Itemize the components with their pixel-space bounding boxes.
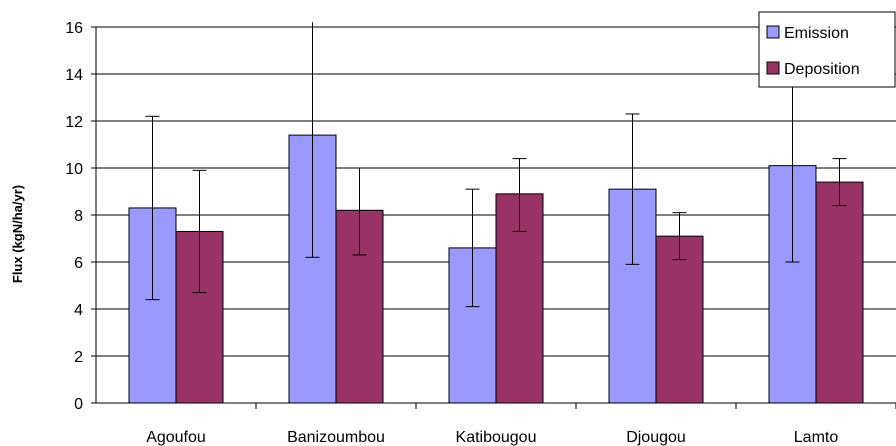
x-tick-label: Banizoumbou: [287, 429, 385, 446]
x-tick-label: Katibougou: [456, 429, 537, 446]
error-bars: [145, 22, 847, 308]
y-tick-label: 14: [65, 67, 83, 84]
y-tick-label: 0: [74, 396, 83, 413]
legend-box: [758, 11, 896, 88]
axes: 0 2 4 6 8 10 12 14 16 Agoufou Banizoumbou Katibougo…: [65, 20, 896, 446]
y-tick-label: 8: [74, 208, 83, 225]
legend: Emission Deposition: [758, 11, 896, 88]
x-tick-label: Agoufou: [146, 429, 206, 446]
y-tick-label: 10: [65, 161, 83, 178]
bar-deposition-djougou: [655, 235, 704, 404]
x-tick-label: Lamto: [794, 429, 839, 446]
y-tick-label: 4: [74, 302, 83, 319]
y-tick-label: 2: [74, 349, 83, 366]
y-tick-label: 12: [65, 114, 83, 131]
bar-deposition-banizoumbou: [335, 209, 384, 404]
y-tick-label: 6: [74, 255, 83, 272]
bar-deposition-lamto: [815, 181, 864, 404]
legend-swatch-emission: [766, 25, 780, 39]
x-tick-label: Djougou: [626, 429, 686, 446]
legend-swatch-deposition: [766, 61, 780, 75]
y-tick-label: 16: [65, 20, 83, 37]
legend-label-emission: Emission: [784, 25, 849, 42]
y-axis-label: Flux (kgN/ha/yr): [10, 185, 25, 283]
legend-label-deposition: Deposition: [784, 61, 860, 78]
bars: [128, 134, 864, 404]
